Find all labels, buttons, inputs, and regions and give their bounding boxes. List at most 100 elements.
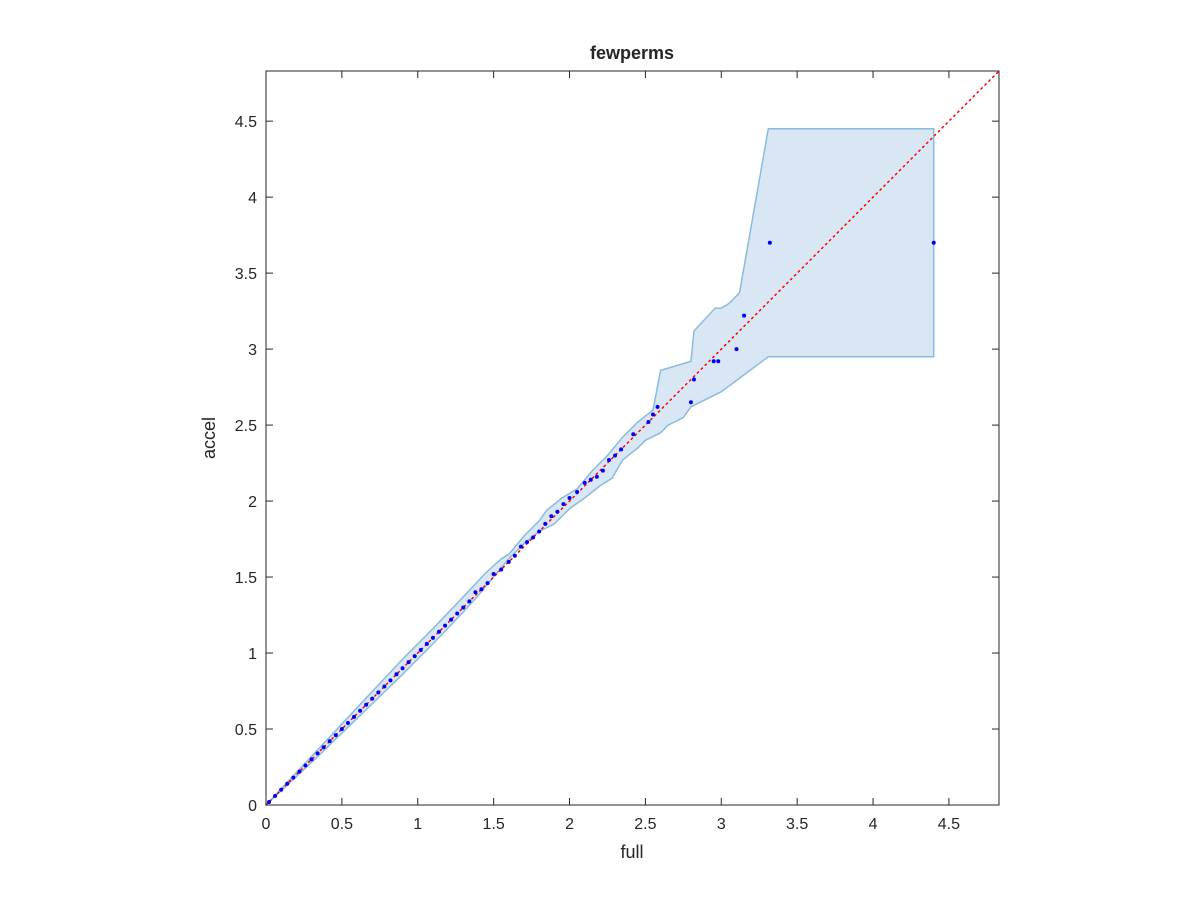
data-point bbox=[655, 404, 660, 409]
data-point bbox=[646, 420, 651, 425]
data-point bbox=[285, 781, 290, 786]
data-point bbox=[512, 553, 517, 558]
data-point bbox=[473, 590, 478, 595]
data-point bbox=[406, 660, 411, 665]
x-tick-label: 2 bbox=[565, 816, 574, 833]
data-point bbox=[400, 666, 405, 671]
data-point bbox=[358, 708, 363, 713]
x-tick-label: 2.5 bbox=[634, 816, 656, 833]
y-tick-label: 3.5 bbox=[235, 266, 257, 283]
data-point bbox=[339, 727, 344, 732]
data-point bbox=[631, 432, 636, 437]
data-point bbox=[518, 544, 523, 549]
data-point bbox=[333, 733, 338, 738]
data-point bbox=[767, 240, 772, 245]
reference-line-layer bbox=[265, 70, 1000, 806]
x-tick-label: 0 bbox=[262, 816, 271, 833]
data-point bbox=[309, 757, 314, 762]
data-point bbox=[303, 763, 308, 768]
x-tick-label: 0.5 bbox=[331, 816, 353, 833]
x-axis-label: full bbox=[620, 842, 643, 862]
y-tick-label: 1 bbox=[248, 646, 257, 663]
reference-line bbox=[265, 70, 1000, 806]
data-point bbox=[382, 684, 387, 689]
data-point bbox=[443, 623, 448, 628]
data-point bbox=[594, 474, 599, 479]
data-point bbox=[555, 509, 560, 514]
chart-title: fewperms bbox=[590, 43, 674, 63]
data-point bbox=[279, 787, 284, 792]
data-point bbox=[267, 799, 272, 804]
x-tick-label: 4 bbox=[869, 816, 878, 833]
data-point bbox=[467, 599, 472, 604]
data-point bbox=[931, 240, 936, 245]
data-point bbox=[600, 468, 605, 473]
data-point bbox=[424, 641, 429, 646]
data-point bbox=[291, 775, 296, 780]
data-point bbox=[691, 377, 696, 382]
axes-box bbox=[265, 70, 1000, 806]
data-point bbox=[537, 529, 542, 534]
data-point bbox=[491, 572, 496, 577]
x-ticks: 0 0.5 1 1.5 2 2.5 3 3.5 4 4.5 bbox=[262, 71, 960, 833]
x-tick-label: 1.5 bbox=[483, 816, 505, 833]
data-point bbox=[734, 347, 739, 352]
data-point bbox=[588, 477, 593, 482]
data-point bbox=[549, 514, 554, 519]
y-tick-label: 2 bbox=[248, 494, 257, 511]
data-point bbox=[531, 535, 536, 540]
y-tick-label: 4.5 bbox=[235, 114, 257, 131]
y-tick-label: 0 bbox=[248, 798, 257, 815]
data-point bbox=[479, 587, 484, 592]
data-point bbox=[345, 720, 350, 725]
data-point bbox=[613, 453, 618, 458]
data-point bbox=[650, 412, 655, 417]
data-point bbox=[619, 447, 624, 452]
data-point bbox=[455, 611, 460, 616]
y-ticks: 0 0.5 1 1.5 2 2.5 3 3.5 4 4.5 bbox=[235, 114, 999, 815]
data-point bbox=[506, 559, 511, 564]
data-point bbox=[437, 629, 442, 634]
data-point bbox=[688, 400, 693, 405]
data-point bbox=[567, 496, 572, 501]
data-point bbox=[575, 489, 580, 494]
x-tick-label: 3 bbox=[717, 816, 726, 833]
data-point bbox=[449, 617, 454, 622]
y-tick-label: 4 bbox=[248, 190, 257, 207]
data-point bbox=[499, 567, 504, 572]
y-tick-label: 1.5 bbox=[235, 570, 257, 587]
data-point bbox=[321, 745, 326, 750]
data-point bbox=[388, 678, 393, 683]
x-tick-label: 1 bbox=[413, 816, 422, 833]
y-tick-label: 3 bbox=[248, 342, 257, 359]
data-point bbox=[525, 540, 530, 545]
data-point bbox=[352, 714, 357, 719]
data-point bbox=[315, 751, 320, 756]
x-tick-label: 3.5 bbox=[786, 816, 808, 833]
data-point bbox=[485, 581, 490, 586]
y-tick-label: 2.5 bbox=[235, 418, 257, 435]
data-point bbox=[461, 605, 466, 610]
data-point bbox=[364, 702, 369, 707]
data-point bbox=[370, 696, 375, 701]
data-point bbox=[742, 313, 747, 318]
data-point bbox=[327, 739, 332, 744]
data-point bbox=[543, 521, 548, 526]
data-point bbox=[418, 647, 423, 652]
data-point bbox=[582, 480, 587, 485]
data-point bbox=[561, 502, 566, 507]
y-axis-label: accel bbox=[199, 417, 219, 459]
data-points-layer bbox=[267, 240, 936, 804]
data-point bbox=[716, 359, 721, 364]
data-point bbox=[394, 672, 399, 677]
data-point bbox=[376, 690, 381, 695]
data-point bbox=[430, 635, 435, 640]
y-tick-label: 0.5 bbox=[235, 722, 257, 739]
x-tick-label: 4.5 bbox=[938, 816, 960, 833]
data-point bbox=[273, 793, 278, 798]
data-point bbox=[711, 359, 716, 364]
data-point bbox=[412, 654, 417, 659]
data-point bbox=[297, 769, 302, 774]
